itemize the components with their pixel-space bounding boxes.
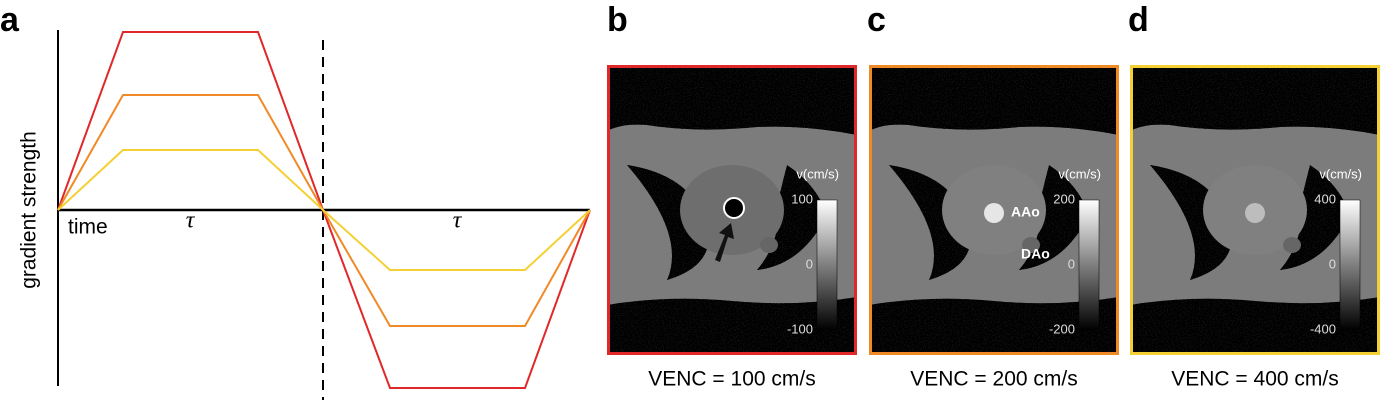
frame	[607, 65, 857, 355]
desc-aorta	[760, 237, 778, 253]
x-axis-label: time	[68, 216, 108, 239]
colorbar-title: v(cm/s)	[796, 166, 839, 181]
annotation: AAo	[1011, 204, 1040, 220]
panel-label: b	[607, 1, 628, 39]
image-content	[1130, 65, 1380, 355]
aorta	[1245, 203, 1265, 223]
colorbar	[1078, 199, 1100, 331]
frame	[1130, 65, 1380, 355]
noise-top	[607, 65, 857, 135]
tau-label: τ	[453, 208, 463, 234]
caption: VENC = 200 cm/s	[910, 368, 1077, 391]
noise-bottom	[607, 297, 857, 355]
noise-bottom	[1130, 297, 1380, 355]
aorta	[984, 203, 1004, 223]
mri-image: v(cm/s) 200 0 -200 AAo DAo	[869, 65, 1119, 355]
mri-image: v(cm/s) 400 0 -400	[1130, 65, 1380, 355]
caption: VENC = 400 cm/s	[1171, 368, 1338, 391]
desc-aorta	[1283, 237, 1301, 253]
colorbar-tick-label: 0	[1068, 256, 1075, 271]
colorbar-title: v(cm/s)	[1319, 166, 1362, 181]
y-axis-label: gradient strength	[18, 131, 41, 289]
colorbar-tick-label: 100	[791, 191, 813, 206]
colorbar-tick-label: -200	[1049, 321, 1075, 336]
caption: VENC = 100 cm/s	[648, 368, 815, 391]
panel-label: c	[867, 1, 886, 39]
colorbar-tick-label: -100	[787, 321, 813, 336]
panel-label: d	[1128, 1, 1149, 39]
waveform-yellow	[57, 149, 591, 271]
colorbar-tick-label: 400	[1314, 191, 1336, 206]
colorbar-tick-label: -400	[1310, 321, 1336, 336]
noise-top	[1130, 65, 1380, 135]
colorbar-tick-label: 0	[806, 256, 813, 271]
annotation: DAo	[1021, 246, 1050, 262]
panel-label: a	[0, 1, 20, 39]
image-content	[607, 65, 857, 355]
tau-label: τ	[186, 208, 196, 234]
desc-aorta	[1022, 237, 1040, 253]
mri-image: v(cm/s) 100 0 -100	[607, 65, 857, 355]
aliased-aorta	[723, 197, 745, 219]
noise-top	[869, 65, 1119, 135]
colorbar	[1339, 199, 1361, 331]
colorbar-tick-label: 200	[1053, 191, 1075, 206]
image-content	[869, 65, 1119, 355]
colorbar	[816, 199, 838, 331]
colorbar-title: v(cm/s)	[1058, 166, 1101, 181]
arrow	[715, 223, 734, 262]
colorbar-tick-label: 0	[1329, 256, 1336, 271]
frame	[869, 65, 1119, 355]
noise-bottom	[869, 297, 1119, 355]
